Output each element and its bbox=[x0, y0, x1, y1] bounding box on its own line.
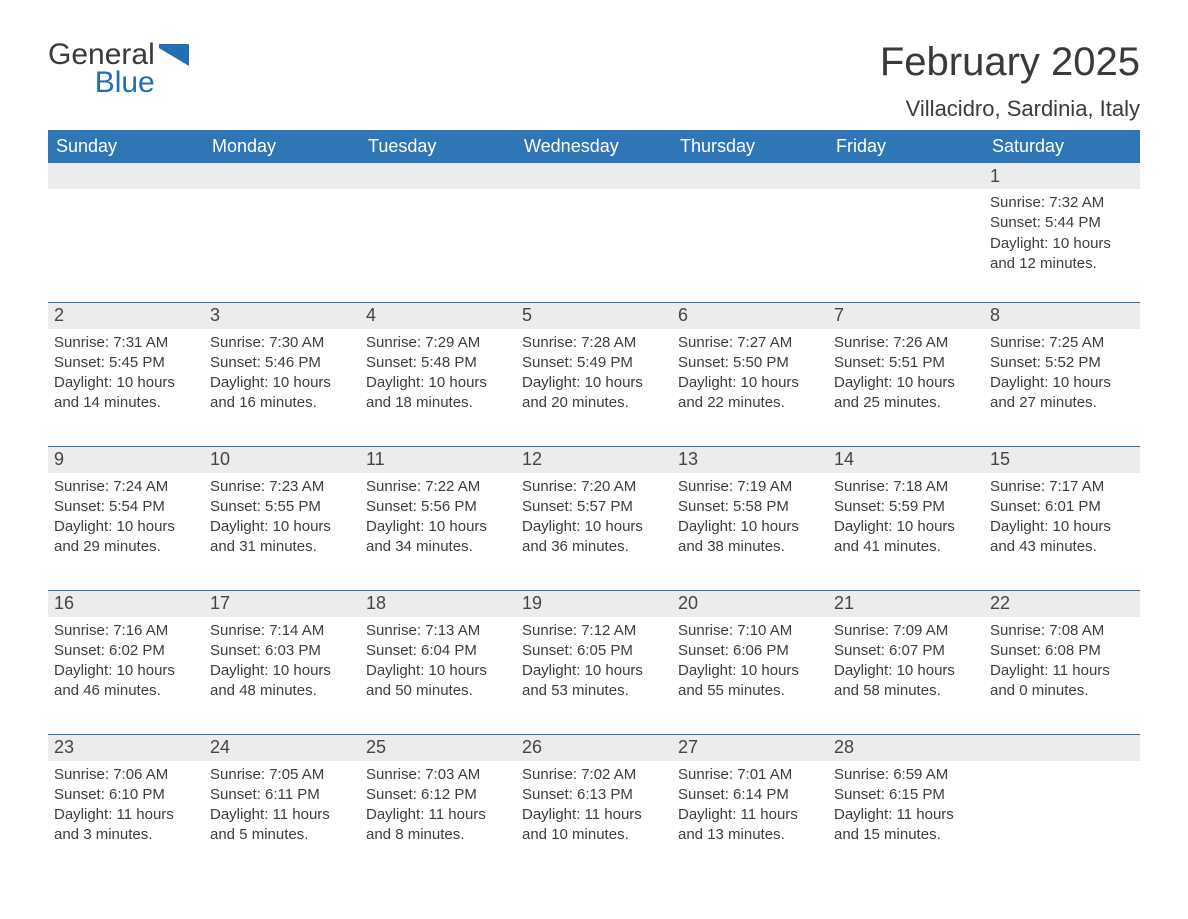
page-title: February 2025 bbox=[880, 40, 1140, 84]
day-content-cell: Sunrise: 7:10 AM Sunset: 6:06 PM Dayligh… bbox=[672, 617, 828, 735]
day-number-cell: 13 bbox=[672, 447, 828, 473]
day-content-cell: Sunrise: 7:05 AM Sunset: 6:11 PM Dayligh… bbox=[204, 761, 360, 879]
day-content-cell: Sunrise: 7:14 AM Sunset: 6:03 PM Dayligh… bbox=[204, 617, 360, 735]
day-number-cell: 23 bbox=[48, 735, 204, 761]
day-number-cell: 26 bbox=[516, 735, 672, 761]
day-content-cell: Sunrise: 7:12 AM Sunset: 6:05 PM Dayligh… bbox=[516, 617, 672, 735]
day-content-row: Sunrise: 7:24 AM Sunset: 5:54 PM Dayligh… bbox=[48, 473, 1140, 591]
day-content-cell: Sunrise: 7:31 AM Sunset: 5:45 PM Dayligh… bbox=[48, 329, 204, 447]
day-content-cell bbox=[828, 189, 984, 303]
day-content-cell bbox=[516, 189, 672, 303]
day-number-row: 9101112131415 bbox=[48, 447, 1140, 473]
day-content-cell: Sunrise: 7:08 AM Sunset: 6:08 PM Dayligh… bbox=[984, 617, 1140, 735]
day-content-cell: Sunrise: 7:17 AM Sunset: 6:01 PM Dayligh… bbox=[984, 473, 1140, 591]
day-number-cell: 2 bbox=[48, 303, 204, 329]
day-number-cell: 22 bbox=[984, 591, 1140, 617]
day-content-row: Sunrise: 7:32 AM Sunset: 5:44 PM Dayligh… bbox=[48, 189, 1140, 303]
logo-word2: Blue bbox=[48, 68, 155, 98]
day-content-row: Sunrise: 7:16 AM Sunset: 6:02 PM Dayligh… bbox=[48, 617, 1140, 735]
title-block: February 2025 Villacidro, Sardinia, Ital… bbox=[880, 40, 1140, 122]
day-content-cell: Sunrise: 7:01 AM Sunset: 6:14 PM Dayligh… bbox=[672, 761, 828, 879]
day-number-cell: 5 bbox=[516, 303, 672, 329]
day-content-cell: Sunrise: 7:18 AM Sunset: 5:59 PM Dayligh… bbox=[828, 473, 984, 591]
day-content-cell bbox=[48, 189, 204, 303]
day-number-cell: 21 bbox=[828, 591, 984, 617]
logo: General Blue bbox=[48, 40, 189, 98]
day-number-cell: 10 bbox=[204, 447, 360, 473]
day-number-cell bbox=[516, 163, 672, 189]
day-content-cell: Sunrise: 7:25 AM Sunset: 5:52 PM Dayligh… bbox=[984, 329, 1140, 447]
weekday-header: Thursday bbox=[672, 130, 828, 163]
day-number-cell: 11 bbox=[360, 447, 516, 473]
day-content-cell: Sunrise: 7:23 AM Sunset: 5:55 PM Dayligh… bbox=[204, 473, 360, 591]
day-number-cell bbox=[204, 163, 360, 189]
day-content-cell: Sunrise: 7:22 AM Sunset: 5:56 PM Dayligh… bbox=[360, 473, 516, 591]
logo-flag-icon bbox=[159, 44, 189, 66]
day-content-cell: Sunrise: 7:24 AM Sunset: 5:54 PM Dayligh… bbox=[48, 473, 204, 591]
day-number-cell: 28 bbox=[828, 735, 984, 761]
day-content-cell: Sunrise: 7:30 AM Sunset: 5:46 PM Dayligh… bbox=[204, 329, 360, 447]
day-number-cell bbox=[48, 163, 204, 189]
day-number-cell: 27 bbox=[672, 735, 828, 761]
weekday-header: Saturday bbox=[984, 130, 1140, 163]
day-number-cell: 15 bbox=[984, 447, 1140, 473]
day-number-cell: 1 bbox=[984, 163, 1140, 189]
day-number-cell: 25 bbox=[360, 735, 516, 761]
location-label: Villacidro, Sardinia, Italy bbox=[880, 96, 1140, 122]
weekday-header-row: Sunday Monday Tuesday Wednesday Thursday… bbox=[48, 130, 1140, 163]
day-content-cell: Sunrise: 7:28 AM Sunset: 5:49 PM Dayligh… bbox=[516, 329, 672, 447]
day-number-cell: 8 bbox=[984, 303, 1140, 329]
weekday-header: Monday bbox=[204, 130, 360, 163]
day-number-cell: 9 bbox=[48, 447, 204, 473]
weekday-header: Wednesday bbox=[516, 130, 672, 163]
day-content-row: Sunrise: 7:06 AM Sunset: 6:10 PM Dayligh… bbox=[48, 761, 1140, 879]
day-number-cell: 4 bbox=[360, 303, 516, 329]
day-content-row: Sunrise: 7:31 AM Sunset: 5:45 PM Dayligh… bbox=[48, 329, 1140, 447]
day-number-cell: 18 bbox=[360, 591, 516, 617]
day-number-cell: 14 bbox=[828, 447, 984, 473]
weekday-header: Friday bbox=[828, 130, 984, 163]
weekday-header: Sunday bbox=[48, 130, 204, 163]
day-number-cell: 19 bbox=[516, 591, 672, 617]
day-content-cell: Sunrise: 7:20 AM Sunset: 5:57 PM Dayligh… bbox=[516, 473, 672, 591]
day-content-cell bbox=[204, 189, 360, 303]
header: General Blue February 2025 Villacidro, S… bbox=[48, 40, 1140, 122]
day-content-cell: Sunrise: 7:03 AM Sunset: 6:12 PM Dayligh… bbox=[360, 761, 516, 879]
day-content-cell: Sunrise: 7:26 AM Sunset: 5:51 PM Dayligh… bbox=[828, 329, 984, 447]
day-number-cell bbox=[984, 735, 1140, 761]
day-number-cell: 16 bbox=[48, 591, 204, 617]
weekday-header: Tuesday bbox=[360, 130, 516, 163]
day-content-cell: Sunrise: 7:02 AM Sunset: 6:13 PM Dayligh… bbox=[516, 761, 672, 879]
day-content-cell bbox=[672, 189, 828, 303]
day-number-row: 232425262728 bbox=[48, 735, 1140, 761]
day-number-row: 2345678 bbox=[48, 303, 1140, 329]
day-content-cell: Sunrise: 7:16 AM Sunset: 6:02 PM Dayligh… bbox=[48, 617, 204, 735]
day-number-row: 16171819202122 bbox=[48, 591, 1140, 617]
day-number-cell: 3 bbox=[204, 303, 360, 329]
day-content-cell: Sunrise: 6:59 AM Sunset: 6:15 PM Dayligh… bbox=[828, 761, 984, 879]
day-content-cell: Sunrise: 7:27 AM Sunset: 5:50 PM Dayligh… bbox=[672, 329, 828, 447]
day-number-cell: 17 bbox=[204, 591, 360, 617]
day-content-cell: Sunrise: 7:32 AM Sunset: 5:44 PM Dayligh… bbox=[984, 189, 1140, 303]
day-content-cell: Sunrise: 7:29 AM Sunset: 5:48 PM Dayligh… bbox=[360, 329, 516, 447]
day-number-cell: 12 bbox=[516, 447, 672, 473]
day-number-cell: 24 bbox=[204, 735, 360, 761]
day-number-cell bbox=[828, 163, 984, 189]
logo-text: General Blue bbox=[48, 40, 155, 98]
day-content-cell: Sunrise: 7:09 AM Sunset: 6:07 PM Dayligh… bbox=[828, 617, 984, 735]
day-content-cell bbox=[360, 189, 516, 303]
calendar-table: Sunday Monday Tuesday Wednesday Thursday… bbox=[48, 130, 1140, 879]
day-number-cell: 20 bbox=[672, 591, 828, 617]
day-number-cell bbox=[360, 163, 516, 189]
day-content-cell: Sunrise: 7:19 AM Sunset: 5:58 PM Dayligh… bbox=[672, 473, 828, 591]
day-number-cell bbox=[672, 163, 828, 189]
day-content-cell: Sunrise: 7:06 AM Sunset: 6:10 PM Dayligh… bbox=[48, 761, 204, 879]
day-number-cell: 7 bbox=[828, 303, 984, 329]
day-number-row: 1 bbox=[48, 163, 1140, 189]
day-number-cell: 6 bbox=[672, 303, 828, 329]
day-content-cell: Sunrise: 7:13 AM Sunset: 6:04 PM Dayligh… bbox=[360, 617, 516, 735]
day-content-cell bbox=[984, 761, 1140, 879]
